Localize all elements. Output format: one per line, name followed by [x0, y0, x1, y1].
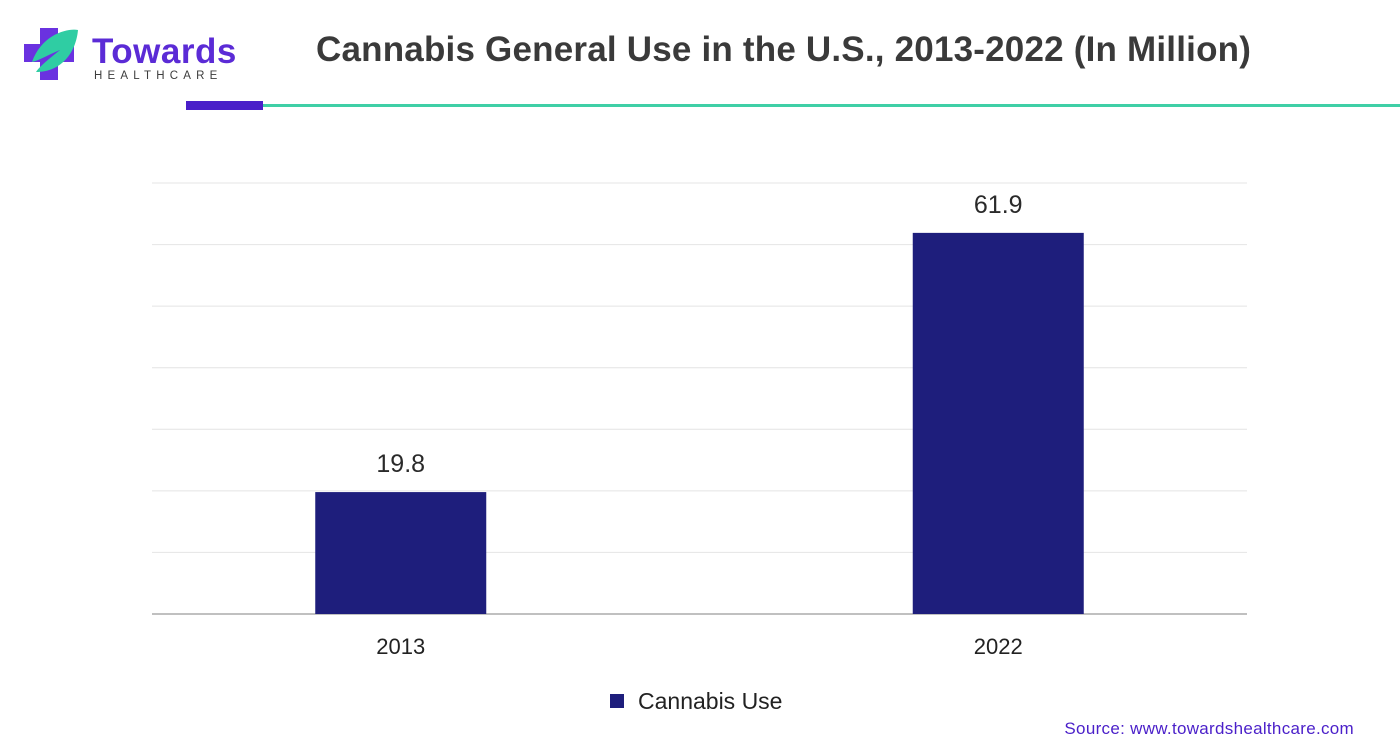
bar-2013	[315, 492, 487, 614]
logo-subtitle: HEALTHCARE	[94, 70, 223, 82]
chart-title: Cannabis General Use in the U.S., 2013-2…	[316, 30, 1252, 69]
logo-name: Towards	[92, 32, 237, 71]
header-rule	[263, 104, 1400, 107]
x-tick-labels: 2013 2022	[376, 634, 1022, 659]
data-label-2013: 19.8	[376, 450, 425, 478]
bar-2022	[912, 232, 1084, 614]
bars	[315, 232, 1084, 614]
data-label-2022: 61.9	[974, 191, 1023, 219]
legend-swatch	[610, 694, 624, 708]
x-tick-2013: 2013	[376, 634, 425, 659]
source-note: Source: www.towardshealthcare.com	[1064, 719, 1354, 738]
header-rule-accent	[186, 101, 263, 110]
data-labels: 19.8 61.9	[376, 191, 1022, 478]
legend: Cannabis Use	[610, 686, 782, 716]
medical-cross-leaf-icon	[24, 28, 78, 80]
legend-label: Cannabis Use	[638, 687, 783, 714]
x-tick-2022: 2022	[974, 634, 1023, 659]
logo: Towards HEALTHCARE	[22, 24, 242, 88]
